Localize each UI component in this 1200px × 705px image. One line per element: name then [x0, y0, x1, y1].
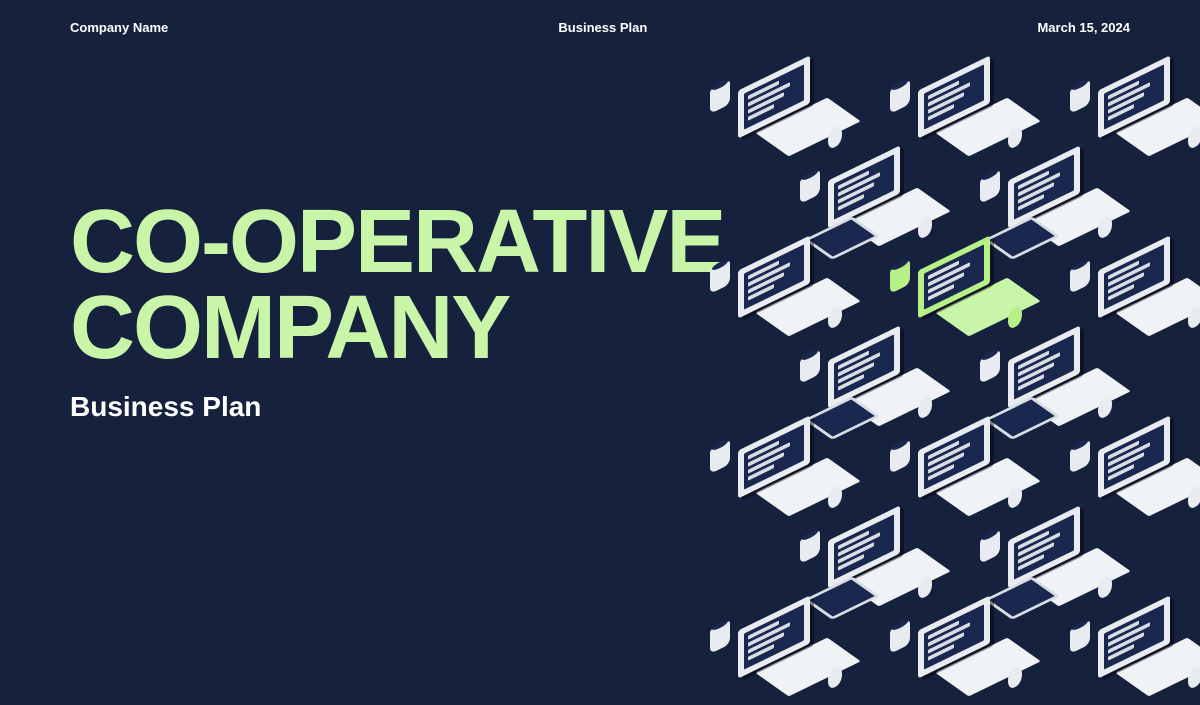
header-left: Company Name — [70, 20, 168, 35]
laptop-icon — [1098, 433, 1170, 481]
laptop-icon — [738, 73, 810, 121]
coffee-cup-icon — [710, 260, 730, 294]
laptop-icon — [828, 343, 900, 391]
workstation — [890, 595, 1030, 705]
coffee-cup-icon — [980, 530, 1000, 564]
coffee-cup-icon — [1070, 620, 1090, 654]
laptop-icon — [1008, 163, 1080, 211]
isometric-illustration — [640, 50, 1200, 675]
laptop-icon — [828, 163, 900, 211]
title-line-2: COMPANY — [70, 278, 509, 378]
laptop-icon — [1008, 523, 1080, 571]
laptop-icon — [738, 433, 810, 481]
laptop-icon — [1098, 613, 1170, 661]
coffee-cup-icon — [710, 440, 730, 474]
coffee-cup-icon — [1070, 260, 1090, 294]
subtitle: Business Plan — [70, 391, 724, 423]
coffee-cup-icon — [800, 530, 820, 564]
header-center: Business Plan — [558, 20, 647, 35]
coffee-cup-icon — [890, 440, 910, 474]
header-right: March 15, 2024 — [1037, 20, 1130, 35]
coffee-cup-icon — [890, 620, 910, 654]
laptop-icon — [918, 253, 990, 301]
slide-header: Company Name Business Plan March 15, 202… — [0, 20, 1200, 35]
coffee-cup-icon — [1070, 80, 1090, 114]
coffee-cup-icon — [1070, 440, 1090, 474]
coffee-cup-icon — [890, 260, 910, 294]
coffee-cup-icon — [710, 80, 730, 114]
coffee-cup-icon — [710, 620, 730, 654]
coffee-cup-icon — [980, 350, 1000, 384]
workstation — [1070, 595, 1200, 705]
coffee-cup-icon — [800, 170, 820, 204]
main-title: CO-OPERATIVE COMPANY — [70, 200, 724, 371]
laptop-icon — [828, 523, 900, 571]
laptop-icon — [1008, 343, 1080, 391]
laptop-icon — [1098, 253, 1170, 301]
laptop-icon — [1098, 73, 1170, 121]
laptop-icon — [738, 253, 810, 301]
coffee-cup-icon — [800, 350, 820, 384]
laptop-icon — [738, 613, 810, 661]
workstation — [710, 595, 850, 705]
laptop-icon — [918, 73, 990, 121]
coffee-cup-icon — [890, 80, 910, 114]
laptop-icon — [918, 433, 990, 481]
title-block: CO-OPERATIVE COMPANY Business Plan — [70, 200, 724, 423]
coffee-cup-icon — [980, 170, 1000, 204]
laptop-icon — [918, 613, 990, 661]
